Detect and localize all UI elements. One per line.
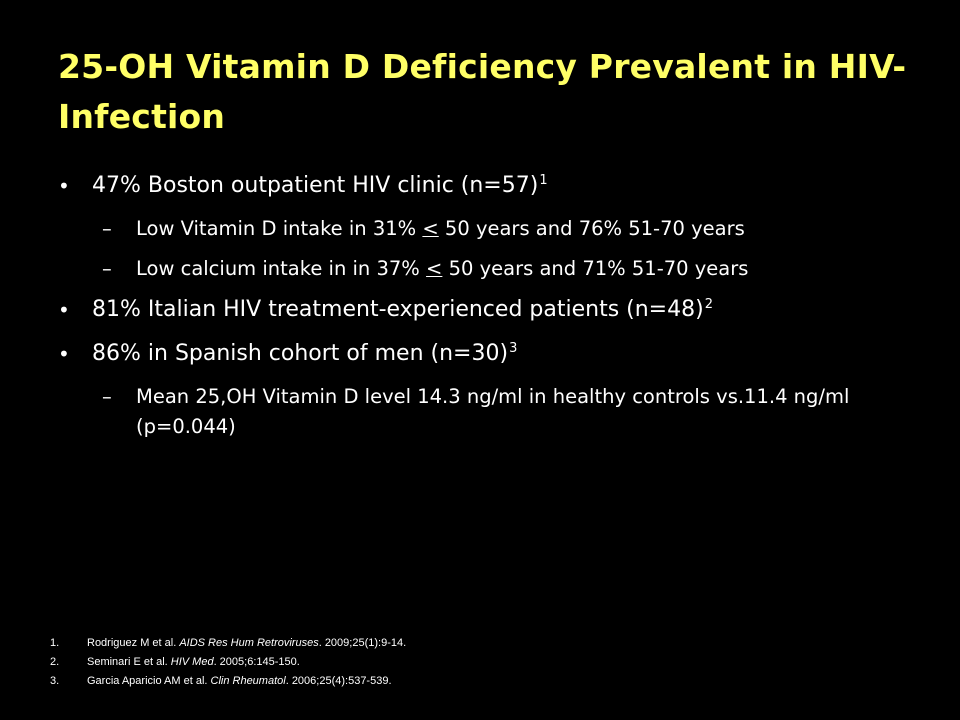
slide-title: 25-OH Vitamin D Deficiency Prevalent in … <box>58 47 907 136</box>
sub-bullet-dash: – <box>102 257 112 280</box>
citation-superscript: 1 <box>539 172 548 188</box>
reference-item: 3. Garcia Aparicio AM et al. Clin Rheuma… <box>50 672 930 691</box>
reference-item: 1. Rodriguez M et al. AIDS Res Hum Retro… <box>50 634 930 653</box>
bullet-dot: • <box>58 298 70 322</box>
sub-bullet-item: – Low calcium intake in in 37% < 50 year… <box>58 254 918 284</box>
less-equal-symbol: < <box>426 257 443 280</box>
less-equal-symbol: < <box>422 217 439 240</box>
bullet-dot: • <box>58 342 70 366</box>
reference-authors: Garcia Aparicio AM et al. <box>87 675 211 687</box>
bullet-text: 86% in Spanish cohort of men (n=30) <box>92 341 509 366</box>
reference-journal: Clin Rheumatol <box>210 675 286 687</box>
citation-superscript: 3 <box>509 340 518 356</box>
reference-journal: HIV Med <box>170 656 214 668</box>
reference-authors: Rodriguez M et al. <box>87 637 180 649</box>
sub-bullet-dash: – <box>102 385 112 408</box>
reference-journal: AIDS Res Hum Retroviruses <box>179 637 319 649</box>
sub-bullet-text-pre: Low calcium intake in in 37% <box>136 257 427 280</box>
citation-superscript: 2 <box>704 296 713 312</box>
bullet-text: 81% Italian HIV treatment-experienced pa… <box>92 297 704 322</box>
bullet-item: • 47% Boston outpatient HIV clinic (n=57… <box>58 170 918 202</box>
bullet-item: • 81% Italian HIV treatment-experienced … <box>58 294 918 326</box>
sub-bullet-item: – Low Vitamin D intake in 31% < 50 years… <box>58 214 918 244</box>
bullet-dot: • <box>58 174 70 198</box>
reference-number: 3. <box>50 675 60 687</box>
reference-details: . 2009;25(1):9-14. <box>318 637 407 649</box>
sub-bullet-item: – Mean 25,OH Vitamin D level 14.3 ng/ml … <box>58 382 918 442</box>
sub-bullet-dash: – <box>102 217 112 240</box>
reference-list: 1. Rodriguez M et al. AIDS Res Hum Retro… <box>50 634 930 691</box>
sub-bullet-text: Mean 25,OH Vitamin D level 14.3 ng/ml in… <box>136 385 850 438</box>
bullet-list: • 47% Boston outpatient HIV clinic (n=57… <box>58 170 918 452</box>
reference-item: 2. Seminari E et al. HIV Med. 2005;6:145… <box>50 653 930 672</box>
bullet-item: • 86% in Spanish cohort of men (n=30)3 <box>58 338 918 370</box>
reference-details: . 2005;6:145-150. <box>213 656 300 668</box>
sub-bullet-text-post: 50 years and 71% 51-70 years <box>442 257 749 280</box>
reference-authors: Seminari E et al. <box>87 656 171 668</box>
sub-bullet-text-pre: Low Vitamin D intake in 31% <box>136 217 423 240</box>
reference-number: 2. <box>50 656 60 668</box>
sub-bullet-text-post: 50 years and 76% 51-70 years <box>438 217 745 240</box>
bullet-text: 47% Boston outpatient HIV clinic (n=57) <box>92 173 539 198</box>
reference-details: . 2006;25(4):537-539. <box>285 675 392 687</box>
reference-number: 1. <box>50 637 60 649</box>
